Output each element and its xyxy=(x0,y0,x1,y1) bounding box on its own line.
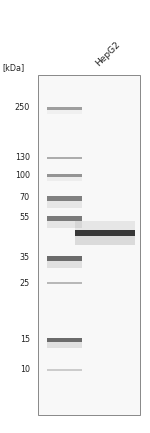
Bar xyxy=(38,75,140,415)
Bar xyxy=(47,177,82,181)
Bar xyxy=(47,107,82,110)
Text: 35: 35 xyxy=(20,253,30,262)
Bar xyxy=(47,342,82,348)
Bar xyxy=(47,261,82,268)
Bar xyxy=(47,196,82,200)
Bar xyxy=(47,369,82,371)
Text: 25: 25 xyxy=(20,278,30,288)
Bar xyxy=(47,157,82,159)
Text: 100: 100 xyxy=(15,171,30,180)
Text: HepG2: HepG2 xyxy=(94,40,122,68)
Text: 15: 15 xyxy=(20,336,30,345)
Text: 10: 10 xyxy=(20,365,30,375)
Bar xyxy=(75,221,135,230)
Bar xyxy=(47,220,82,228)
Text: 55: 55 xyxy=(20,213,30,223)
Text: 70: 70 xyxy=(20,194,30,203)
Bar xyxy=(47,255,82,261)
Text: 130: 130 xyxy=(15,154,30,162)
Bar xyxy=(47,282,82,284)
Text: [kDa]: [kDa] xyxy=(2,63,24,72)
Bar xyxy=(47,174,82,177)
Bar xyxy=(47,216,82,220)
Bar xyxy=(47,338,82,342)
Bar xyxy=(47,200,82,208)
Text: 250: 250 xyxy=(15,103,30,113)
Bar xyxy=(75,230,135,236)
Bar xyxy=(75,236,135,245)
Bar xyxy=(47,110,82,114)
